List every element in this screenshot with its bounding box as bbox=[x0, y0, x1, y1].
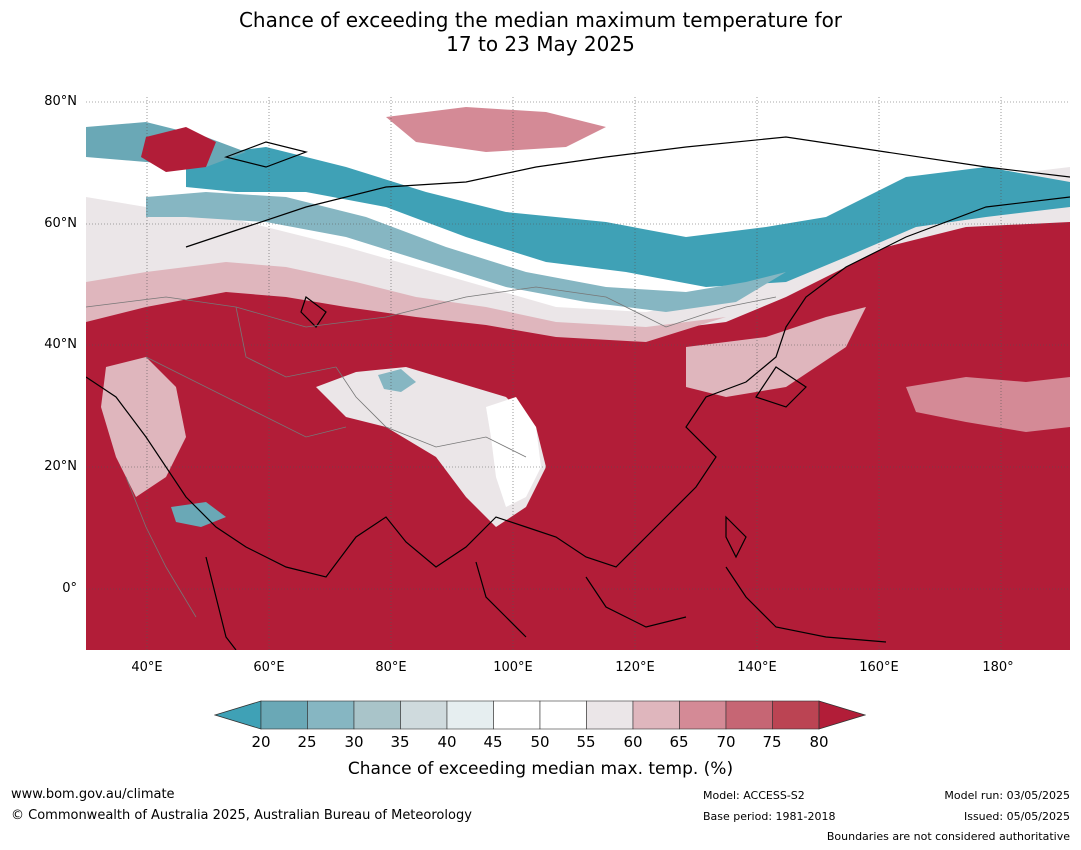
colorbar-tick-45: 45 bbox=[483, 733, 503, 751]
colorbar-tick-60: 60 bbox=[623, 733, 643, 751]
lon-label-180: 180° bbox=[982, 660, 1014, 675]
colorbar-extend-low bbox=[214, 700, 262, 730]
colorbar-cell bbox=[725, 700, 773, 730]
lon-label-100e: 100°E bbox=[493, 660, 533, 675]
colorbar-tick-35: 35 bbox=[390, 733, 410, 751]
colorbar-tick-40: 40 bbox=[437, 733, 457, 751]
north-band-white bbox=[86, 97, 1070, 312]
colorbar-tick-50: 50 bbox=[530, 733, 550, 751]
footer-model: Model: ACCESS-S2 bbox=[703, 789, 805, 802]
graticule bbox=[86, 97, 1070, 650]
lon-label-60e: 60°E bbox=[253, 660, 285, 675]
arabia-light-zone bbox=[101, 357, 186, 497]
north-band-pink bbox=[86, 262, 726, 342]
colorbar-tick-70: 70 bbox=[716, 733, 736, 751]
colorbar-tick-55: 55 bbox=[576, 733, 596, 751]
borders bbox=[86, 286, 777, 618]
title-line-2: 17 to 23 May 2025 bbox=[446, 32, 635, 56]
colorbar-tick-20: 20 bbox=[251, 733, 271, 751]
footer-disclaimer: Boundaries are not considered authoritat… bbox=[826, 830, 1070, 843]
map-title: Chance of exceeding the median maximum t… bbox=[0, 8, 1081, 56]
colorbar-title: Chance of exceeding median max. temp. (%… bbox=[347, 759, 734, 779]
footer-base-period: Base period: 1981-2018 bbox=[703, 810, 836, 823]
lon-label-140e: 140°E bbox=[737, 660, 777, 675]
map-svg bbox=[86, 97, 1070, 650]
lon-label-80e: 80°E bbox=[375, 660, 407, 675]
lat-label-60n: 60°N bbox=[44, 216, 77, 231]
colorbar-extend-high bbox=[818, 700, 866, 730]
tibet-white-zone bbox=[486, 397, 541, 507]
japan-pink-patch bbox=[686, 307, 866, 397]
colorbar-cell bbox=[446, 700, 494, 730]
colorbar-tick-30: 30 bbox=[344, 733, 364, 751]
probability-map bbox=[86, 97, 1070, 650]
colorbar-cell bbox=[539, 700, 587, 730]
colorbar-cell bbox=[307, 700, 355, 730]
lon-label-160e: 160°E bbox=[859, 660, 899, 675]
lat-label-40n: 40°N bbox=[44, 337, 77, 352]
siberia-teal-light bbox=[146, 192, 786, 312]
north-pink-patch bbox=[386, 107, 606, 152]
footer-model-run: Model run: 03/05/2025 bbox=[944, 789, 1070, 802]
coastlines bbox=[86, 136, 1070, 650]
footer-issued: Issued: 05/05/2025 bbox=[963, 810, 1070, 823]
colorbar-cell bbox=[493, 700, 541, 730]
colorbar-tick-75: 75 bbox=[762, 733, 782, 751]
footer-copyright: © Commonwealth of Australia 2025, Austra… bbox=[11, 808, 472, 823]
lon-label-40e: 40°E bbox=[131, 660, 163, 675]
colorbar-tick-65: 65 bbox=[669, 733, 689, 751]
footer-website: www.bom.gov.au/climate bbox=[11, 787, 175, 802]
lon-label-120e: 120°E bbox=[615, 660, 655, 675]
lat-label-0: 0° bbox=[62, 581, 77, 596]
lat-label-20n: 20°N bbox=[44, 459, 77, 474]
colorbar-cell bbox=[772, 700, 820, 730]
colorbar-tick-80: 80 bbox=[809, 733, 829, 751]
colorbar-cell bbox=[400, 700, 448, 730]
pacific-pink-patches bbox=[906, 377, 1070, 432]
red-sea-teal bbox=[171, 502, 226, 527]
colorbar-cell bbox=[679, 700, 727, 730]
siberia-teal-zone bbox=[186, 147, 1070, 287]
tibet-teal-spot bbox=[378, 369, 416, 392]
colorbar bbox=[214, 700, 866, 730]
arctic-red-patch bbox=[141, 127, 216, 172]
colorbar-cell bbox=[353, 700, 401, 730]
lat-label-80n: 80°N bbox=[44, 94, 77, 109]
colorbar-cell bbox=[632, 700, 680, 730]
colorbar-cell bbox=[260, 700, 308, 730]
title-line-1: Chance of exceeding the median maximum t… bbox=[238, 8, 843, 32]
colorbar-cell bbox=[586, 700, 634, 730]
colorbar-tick-25: 25 bbox=[297, 733, 317, 751]
